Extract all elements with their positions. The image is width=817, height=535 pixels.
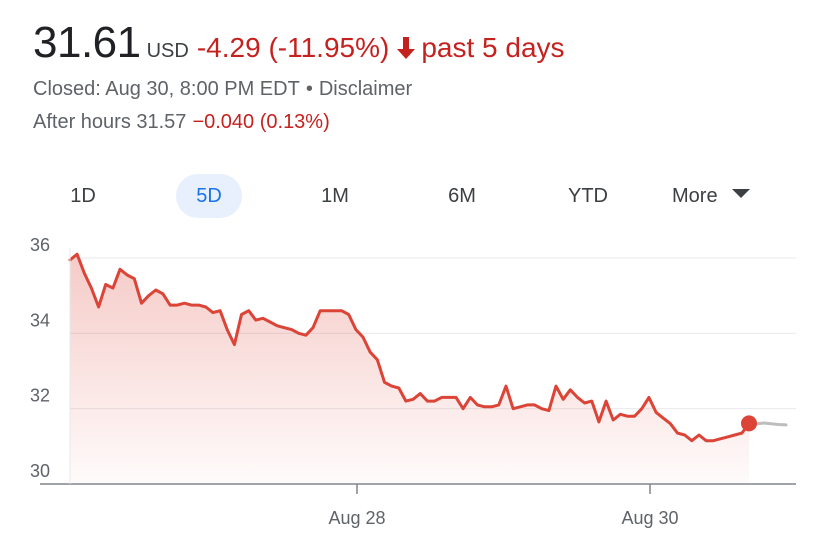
price-change: -4.29 (-11.95%) — [196, 32, 390, 63]
range-tab-1m[interactable]: 1M — [321, 185, 349, 207]
arrow-down-icon — [397, 37, 416, 64]
more-label: More — [672, 185, 718, 207]
x-tick-label: Aug 30 — [621, 508, 678, 528]
after-hours-info: After hours 31.57 −0.040 (0.13%) — [33, 111, 330, 134]
separator-dot: • — [305, 78, 313, 100]
last-price-marker — [741, 415, 757, 432]
y-tick-label: 32 — [30, 386, 50, 406]
chevron-down-icon — [731, 189, 750, 198]
y-tick-label: 34 — [30, 310, 50, 330]
quote-header: 31.61 USD -4.29 (-11.95%) past 5 days — [33, 18, 565, 68]
range-tab-ytd[interactable]: YTD — [568, 185, 608, 207]
y-tick-label: 30 — [30, 461, 50, 481]
after-hours-change: −0.040 (0.13%) — [192, 111, 330, 133]
period-label: past 5 days — [421, 32, 565, 63]
current-price: 31.61 — [33, 18, 141, 67]
range-tab-5d[interactable]: 5D — [176, 174, 242, 218]
range-tab-6m[interactable]: 6M — [448, 185, 476, 207]
y-tick-label: 36 — [30, 235, 50, 255]
x-tick-label: Aug 28 — [328, 508, 385, 528]
after-hours-price: After hours 31.57 — [33, 111, 187, 133]
price-chart[interactable]: 36 34 32 30 Aug 28 Aug 30 — [0, 230, 817, 535]
market-status: Closed: Aug 30, 8:00 PM EDT • Disclaimer — [33, 78, 412, 101]
currency-label: USD — [146, 40, 189, 62]
more-ranges-menu[interactable]: More — [672, 174, 750, 218]
price-area-fill — [70, 254, 749, 484]
closed-time: Closed: Aug 30, 8:00 PM EDT — [33, 78, 300, 100]
disclaimer-link[interactable]: Disclaimer — [318, 78, 413, 100]
price-line — [68, 252, 751, 443]
range-tab-1d[interactable]: 1D — [70, 185, 96, 207]
